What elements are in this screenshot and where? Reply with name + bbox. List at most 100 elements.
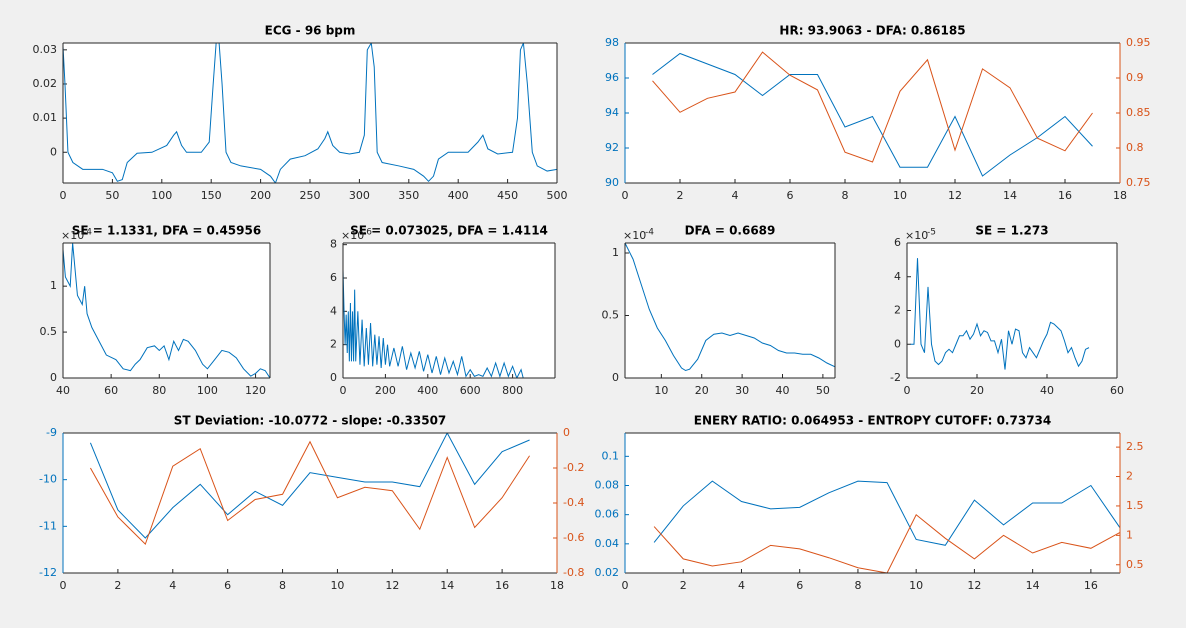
x-tick-label: 30 (735, 384, 749, 397)
y-tick-label: 94 (605, 106, 619, 119)
x-tick-label: 10 (330, 579, 344, 592)
chart-title: SE = 0.073025, DFA = 1.4114 (350, 224, 548, 238)
x-tick-label: 0 (340, 384, 347, 397)
y-tick-label: 0 (894, 337, 901, 350)
x-tick-label: 40 (1040, 384, 1054, 397)
y-exponent: -4 (645, 228, 654, 238)
chart-title: HR: 93.9063 - DFA: 0.86185 (779, 24, 965, 38)
x-tick-label: 150 (201, 189, 222, 202)
y2-tick-label: 0.75 (1126, 176, 1151, 189)
x-tick-label: 20 (970, 384, 984, 397)
x-tick-label: 2 (680, 579, 687, 592)
y2-tick-label: 2.5 (1126, 440, 1144, 453)
y-exponent: -5 (927, 228, 936, 238)
y2-tick-label: 1.5 (1126, 499, 1144, 512)
data-line (653, 513, 1120, 573)
y-tick-label: -12 (39, 566, 57, 579)
plot-area (907, 243, 1117, 378)
x-tick-label: 18 (550, 579, 564, 592)
y2-tick-label: -0.8 (563, 566, 584, 579)
x-tick-label: 600 (460, 384, 481, 397)
x-tick-label: 100 (197, 384, 218, 397)
y-tick-label: 6 (894, 236, 901, 249)
x-tick-label: 0 (904, 384, 911, 397)
data-line (910, 258, 1090, 370)
y2-tick-label: 0.85 (1126, 106, 1151, 119)
chart-title: SE = 1.273 (975, 224, 1048, 238)
x-tick-label: 16 (1084, 579, 1098, 592)
x-tick-label: 350 (398, 189, 419, 202)
y-tick-label: 8 (330, 238, 337, 251)
y-exponent-base: ×10 (623, 229, 646, 242)
axes: 40 60 80 100 120 0 0.5 1 SE = 1.1331, DFA = 0.45… (40, 224, 271, 397)
y-exponent-base: ×10 (61, 229, 84, 242)
y-tick-label: 0 (330, 371, 337, 384)
x-tick-label: 100 (151, 189, 172, 202)
x-tick-label: 14 (440, 579, 454, 592)
x-tick-label: 800 (502, 384, 523, 397)
chart-title: DFA = 0.6689 (685, 224, 776, 238)
y-tick-label: 0.02 (33, 77, 58, 90)
y-tick-label: 0.04 (595, 537, 620, 550)
x-tick-label: 60 (104, 384, 118, 397)
y-exponent-base: ×10 (905, 229, 928, 242)
x-tick-label: 10 (893, 189, 907, 202)
x-tick-label: 4 (169, 579, 176, 592)
y2-tick-label: 0 (563, 426, 570, 439)
x-tick-label: 8 (854, 579, 861, 592)
y-tick-label: 96 (605, 71, 619, 84)
y-tick-label: 0 (50, 371, 57, 384)
y-tick-label: 0.01 (33, 111, 58, 124)
y-tick-label: 2 (330, 338, 337, 351)
x-tick-label: 12 (967, 579, 981, 592)
axes: 0 200 400 600 800 0 2 4 6 8 SE = 0.073025, DFA = 1… (330, 224, 556, 397)
y2-tick-label: 0.9 (1126, 71, 1144, 84)
x-tick-label: 12 (385, 579, 399, 592)
x-tick-label: 20 (695, 384, 709, 397)
plot-area (63, 433, 557, 573)
x-tick-label: 2 (677, 189, 684, 202)
x-tick-label: 0 (622, 579, 629, 592)
plot-area (63, 43, 557, 183)
data-line (652, 52, 1093, 177)
x-tick-label: 400 (448, 189, 469, 202)
x-tick-label: 200 (375, 384, 396, 397)
axes: 0 50 100 150 200 250 300 350 400 450 500 0 0.01 0.02 0… (33, 24, 568, 203)
plot-area (63, 243, 270, 378)
x-tick-label: 50 (816, 384, 830, 397)
x-tick-label: 0 (60, 189, 67, 202)
data-line (90, 440, 530, 546)
x-tick-label: 40 (776, 384, 790, 397)
chart-title: ST Deviation: -10.0772 - slope: -0.33507 (174, 414, 447, 428)
y-tick-label: 0.5 (602, 309, 620, 322)
y-tick-label: 0.06 (595, 508, 620, 521)
plot-area (625, 243, 835, 378)
axes: 0 2 4 6 8 10 12 14 16 0.02 0.04 0.06 0.08 0.1 0.5 1 1.5 2… (595, 414, 1144, 593)
x-tick-label: 12 (948, 189, 962, 202)
plot-area (625, 43, 1120, 183)
y-tick-label: 4 (330, 304, 337, 317)
y-tick-label: -10 (39, 473, 57, 486)
y2-tick-label: -0.2 (563, 461, 584, 474)
x-tick-label: 450 (497, 189, 518, 202)
y-tick-label: 0.1 (602, 449, 620, 462)
y-exponent: -4 (83, 228, 92, 238)
y-tick-label: 90 (605, 176, 619, 189)
data-line (63, 43, 557, 183)
y-tick-label: 98 (605, 36, 619, 49)
y-tick-label: 0 (612, 371, 619, 384)
x-tick-label: 60 (1110, 384, 1124, 397)
x-tick-label: 500 (547, 189, 568, 202)
x-tick-label: 4 (732, 189, 739, 202)
data-line (625, 243, 835, 372)
x-tick-label: 2 (114, 579, 121, 592)
y2-tick-label: -0.6 (563, 531, 584, 544)
y-tick-label: 0.5 (40, 325, 58, 338)
data-line (653, 480, 1120, 546)
x-tick-label: 16 (495, 579, 509, 592)
y-tick-label: 0.02 (595, 566, 620, 579)
x-tick-label: 16 (1058, 189, 1072, 202)
x-tick-label: 6 (787, 189, 794, 202)
